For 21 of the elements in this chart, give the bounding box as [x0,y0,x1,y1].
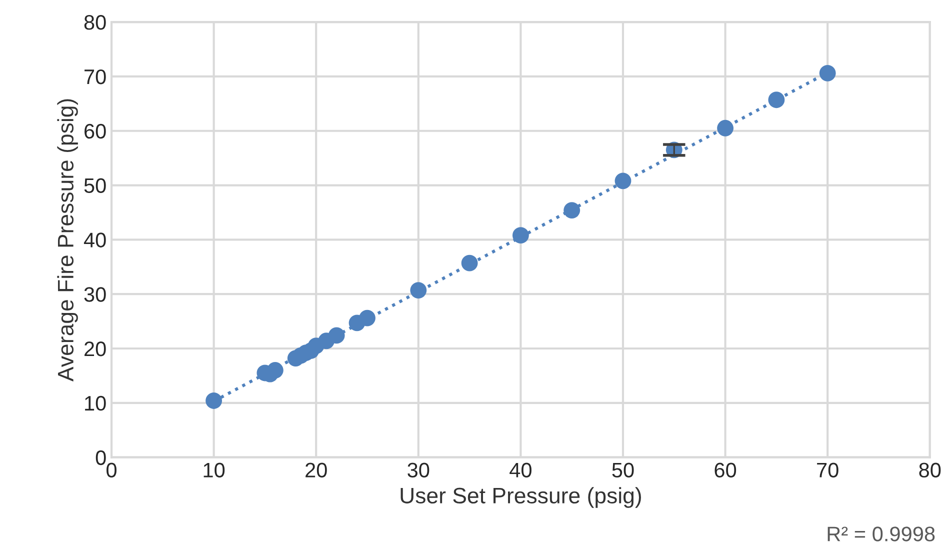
x-tick-label: 80 [919,462,941,478]
y-tick-label: 60 [84,124,106,139]
y-tick-label: 40 [84,232,106,248]
x-tick-label: 30 [408,462,430,478]
y-tick-label: 10 [85,396,106,411]
y-tick-label: 30 [84,287,106,302]
x-tick-label: 40 [510,462,532,478]
y-tick-label: 0 [96,450,106,466]
x-tick-label: 0 [106,462,116,478]
y-tick-label: 70 [84,69,106,84]
y-axis-title: Average Fire Pressure (psig) [57,99,78,382]
y-tick-label: 20 [84,342,106,356]
x-tick-label: 20 [306,462,327,478]
text: R² = 0.9998 [828,526,935,542]
x-tick-label: 60 [714,462,736,478]
y-tick-label: 80 [84,15,106,30]
x-tick-label: 70 [817,462,838,478]
y-tick-label: 50 [84,178,106,194]
x-tick-label: 50 [612,462,634,478]
x-tick-label: 10 [204,462,225,478]
x-axis-title: User Set Pressure (psig) [400,487,641,508]
